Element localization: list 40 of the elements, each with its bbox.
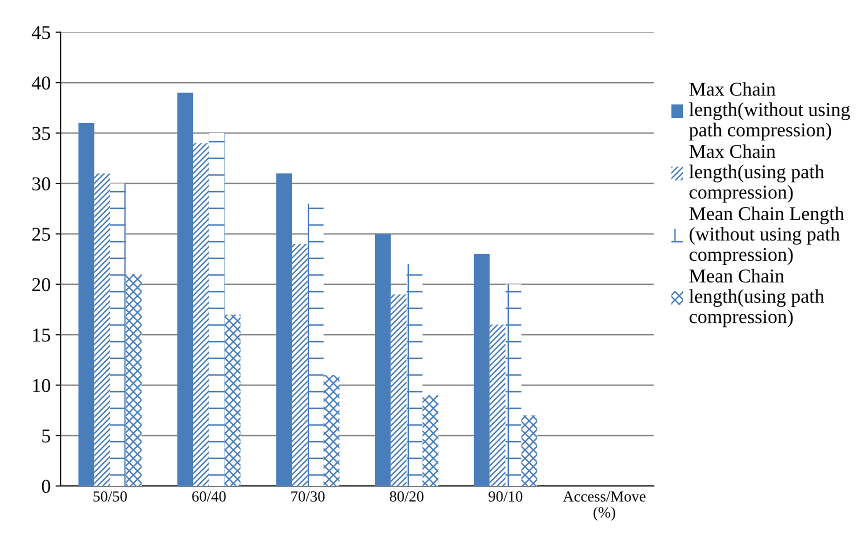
bar: [177, 92, 194, 486]
bar: [126, 274, 142, 486]
legend-label: Max Chain length(without using path compression): [689, 82, 850, 140]
bar: [110, 183, 126, 486]
y-tick-label: 30: [32, 177, 50, 190]
bar: [422, 395, 438, 486]
legend-label: Max Chain length(using path compression): [689, 144, 824, 203]
x-tick-label: 90/10: [488, 491, 522, 502]
bar: [490, 324, 506, 486]
bar: [375, 234, 391, 486]
bar: [78, 122, 94, 486]
y-tick-label: 25: [32, 228, 50, 241]
bar: [193, 143, 209, 486]
bar: [324, 375, 340, 486]
bar: [390, 294, 407, 486]
bar: [506, 284, 522, 486]
y-tick-label: 45: [32, 26, 50, 40]
x-tick-label: 80/20: [390, 491, 424, 502]
bar: [308, 204, 324, 486]
y-tick-label: 0: [42, 480, 50, 493]
x-tick-label: Access/Move (%): [562, 491, 646, 521]
bar: [521, 415, 538, 486]
bar: [276, 173, 292, 486]
x-tick-label: 70/30: [291, 491, 325, 502]
bar: [406, 264, 422, 486]
y-tick-label: 15: [33, 328, 50, 342]
bar: [224, 314, 241, 486]
bar: [208, 133, 225, 486]
bar: [94, 173, 110, 486]
y-tick-label: 5: [42, 430, 50, 443]
legend-label: Mean Chain Length (without using path compression): [689, 206, 844, 265]
y-tick-label: 10: [33, 378, 50, 392]
x-tick-label: 60/40: [192, 491, 226, 502]
bar: [474, 254, 490, 486]
legend-label: Mean Chain length(using path compression): [689, 268, 824, 328]
x-tick-label: 50/50: [94, 491, 127, 502]
bar: [292, 244, 308, 486]
y-tick-label: 35: [32, 126, 50, 140]
y-tick-label: 40: [32, 76, 50, 90]
y-tick-label: 20: [32, 278, 50, 292]
